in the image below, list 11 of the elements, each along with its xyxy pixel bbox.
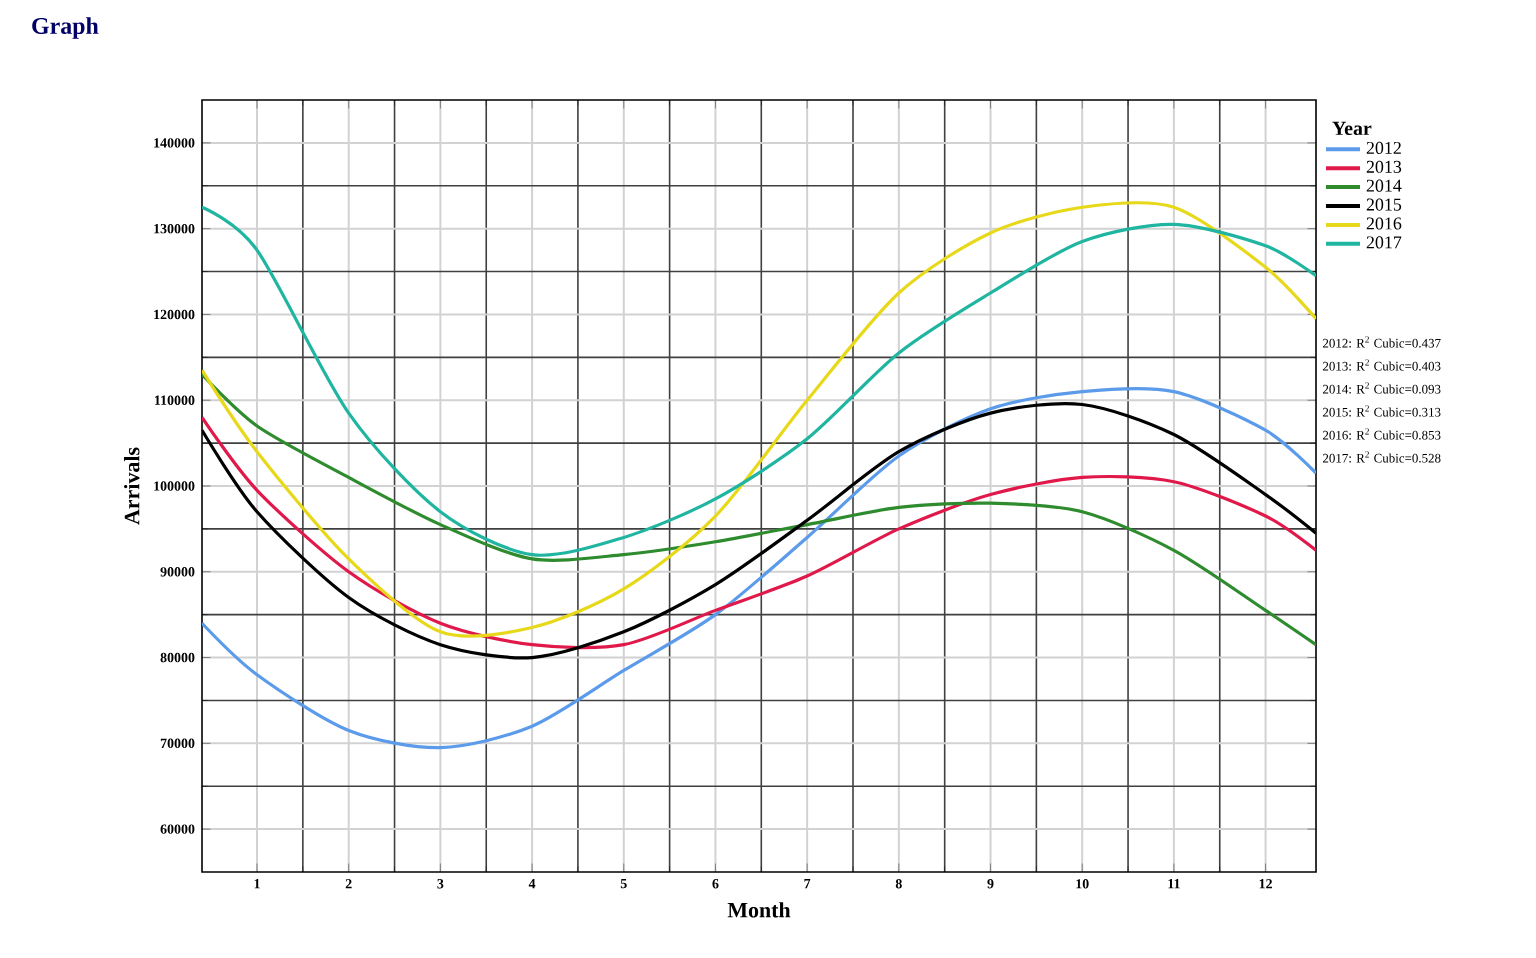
x-axis-title: Month [727,902,791,918]
legend-title: Year [1332,121,1372,136]
legend-label: 2012 [1366,141,1401,154]
y-axis-title: Arrivals [124,447,140,525]
legend-label: 2016 [1366,217,1402,230]
legend-label: 2015 [1366,198,1402,211]
legend-label: 2017 [1366,236,1402,249]
legend-label: 2013 [1366,160,1402,173]
line-series [202,205,1317,557]
chart-title: Graph [32,17,99,39]
legend-label: 2014 [1366,179,1402,192]
